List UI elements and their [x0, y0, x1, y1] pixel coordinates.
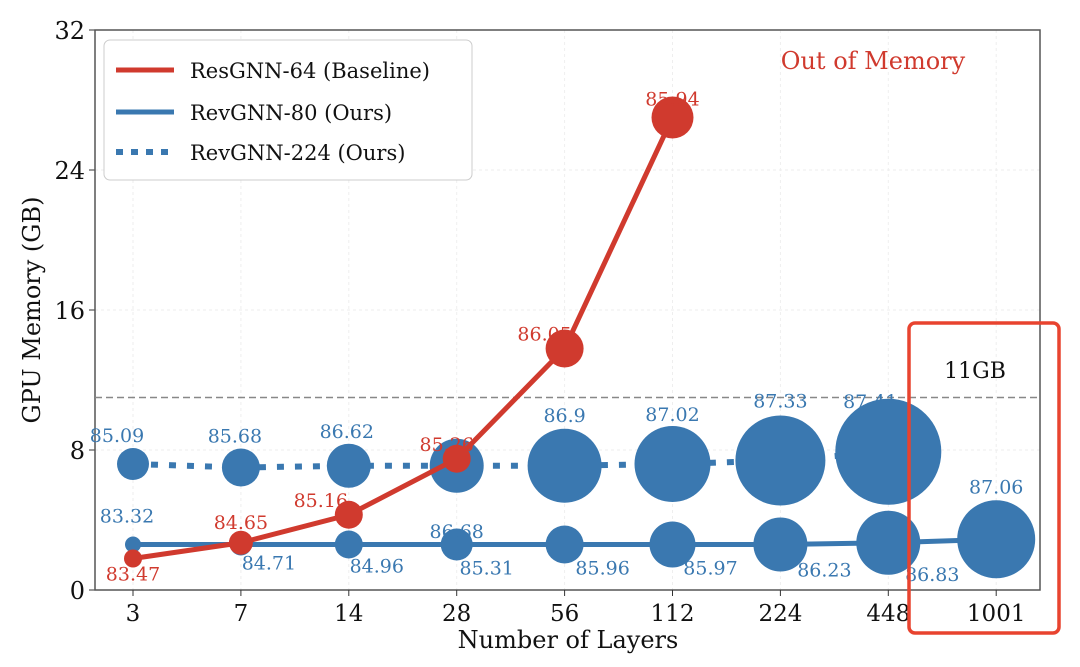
x-tick-label: 3	[126, 601, 141, 627]
data-point	[957, 500, 1036, 579]
legend: ResGNN-64 (Baseline) RevGNN-80 (Ours) Re…	[103, 39, 473, 181]
data-point	[228, 530, 253, 555]
series-line-0	[132, 116, 675, 561]
data-point	[527, 428, 602, 503]
data-label: 83.32	[100, 506, 154, 528]
data-point	[117, 448, 149, 480]
data-point	[125, 536, 141, 553]
data-label: 86.05	[517, 324, 571, 346]
data-label: 85.09	[90, 425, 144, 447]
data-label: 87.33	[753, 391, 807, 413]
data-label: 86.83	[905, 564, 959, 586]
x-tick-label: 14	[334, 601, 363, 627]
data-point	[221, 448, 260, 487]
data-labels: 85.09 85.68 86.62 86.68 86.9 87.02 87.33 87.41 8…	[90, 89, 1024, 586]
axes: 0 8 16 24 32 3 7 14 28 56 112 224 448 1001	[54, 17, 1041, 627]
legend-label-resgnn: ResGNN-64 (Baseline)	[190, 59, 430, 83]
y-tick-label: 0	[70, 577, 85, 605]
data-label: 84.65	[214, 512, 268, 534]
data-point	[334, 500, 363, 529]
data-label: 86.68	[429, 521, 483, 543]
data-point	[545, 525, 584, 564]
plot-frame	[94, 29, 1041, 591]
data-label: 85.31	[459, 558, 513, 580]
x-tick-label: 1001	[967, 601, 1026, 627]
x-tick-label: 448	[866, 601, 910, 627]
data-label: 85.94	[645, 89, 699, 111]
y-axis-label: GPU Memory (GB)	[18, 197, 46, 424]
x-tick-label: 56	[550, 601, 579, 627]
data-point	[835, 398, 942, 505]
data-label: 85.96	[575, 558, 629, 580]
data-point	[440, 528, 473, 561]
data-point	[124, 549, 142, 568]
y-tick-label: 24	[54, 157, 85, 185]
data-label: 84.96	[350, 556, 404, 578]
data-label: 86.62	[320, 421, 374, 443]
y-tick-label: 16	[54, 297, 85, 325]
data-label: 85.16	[294, 490, 348, 512]
data-point	[753, 517, 808, 572]
data-label: 87.41	[843, 391, 897, 413]
data-point	[634, 426, 711, 502]
data-label: 84.71	[242, 553, 296, 575]
data-label: 85.68	[208, 426, 262, 448]
data-point	[334, 530, 363, 559]
x-tick-label: 224	[758, 601, 802, 627]
x-axis-label: Number of Layers	[458, 626, 679, 654]
data-point	[735, 415, 826, 506]
data-label: 83.47	[106, 564, 160, 586]
data-label: 86.23	[797, 560, 851, 582]
data-label: 86.9	[543, 405, 585, 427]
x-tick-label: 28	[442, 601, 471, 627]
data-point	[651, 96, 694, 139]
data-point	[649, 521, 696, 568]
highlight-box	[907, 321, 1061, 635]
data-point	[856, 510, 921, 575]
y-tick-label: 32	[54, 17, 85, 45]
data-label: 87.06	[969, 476, 1023, 498]
x-tick-label: 112	[651, 601, 695, 627]
data-label: 85.26	[419, 434, 473, 456]
data-point	[442, 444, 471, 473]
x-tick-label: 7	[234, 601, 249, 627]
data-point	[545, 329, 584, 368]
threshold-label: 11GB	[944, 359, 1006, 384]
legend-label-revgnn-224: RevGNN-224 (Ours)	[190, 141, 405, 165]
legend-label-revgnn-80: RevGNN-80 (Ours)	[190, 101, 392, 125]
data-label: 87.02	[645, 404, 699, 426]
legend-frame	[103, 39, 473, 181]
series-group	[117, 96, 1036, 579]
data-point	[326, 443, 371, 488]
annotation-out-of-memory: Out of Memory	[781, 47, 966, 75]
y-tick-label: 8	[70, 437, 85, 465]
data-label: 85.97	[683, 558, 737, 580]
